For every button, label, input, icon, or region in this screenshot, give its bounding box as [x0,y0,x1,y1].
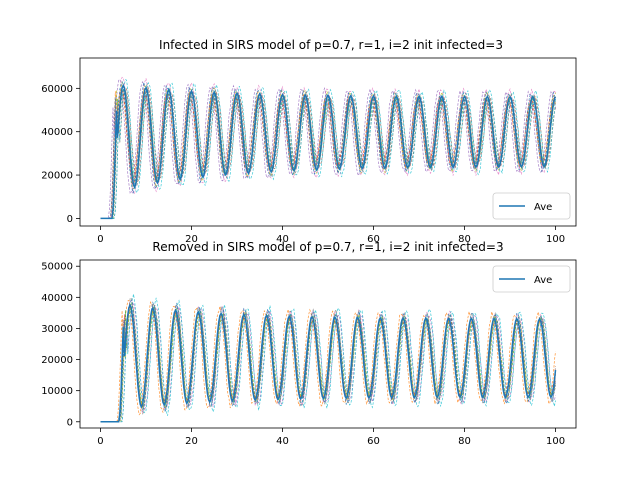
removed-plot-frame [79,259,577,429]
infected-chart: Infected in SIRS model of p=0.7, r=1, i=… [41,38,577,245]
y-tick-label: 50000 [41,262,73,273]
removed-axes: 0 20 40 60 80 100 0 10000 20000 30000 40000 50000 [41,262,565,447]
x-tick-label: 20 [185,436,198,447]
y-tick-label: 0 [67,214,73,225]
run-line [100,294,556,423]
removed-chart-title: Removed in SIRS model of p=0.7, r=1, i=2… [152,240,503,254]
removed-average-line [100,303,557,423]
infected-axes: 0 20 40 60 80 100 0 20000 40000 60000 [41,84,565,245]
x-tick-label: 0 [97,234,103,245]
infected-chart-title: Infected in SIRS model of p=0.7, r=1, i=… [159,38,503,52]
y-tick-label: 30000 [41,324,73,335]
y-tick-label: 60000 [41,84,73,95]
removed-legend-box [492,265,571,293]
infected-plot-frame [79,57,577,227]
infected-legend-label: Ave [534,202,552,213]
run-line [100,299,556,423]
y-tick-label: 10000 [41,386,73,397]
infected-run-lines [100,76,556,219]
x-tick-label: 20 [185,234,198,245]
x-tick-label: 60 [367,436,380,447]
removed-chart: Removed in SIRS model of p=0.7, r=1, i=2… [41,240,577,447]
run-line [100,299,556,423]
average-series-line [100,303,557,423]
removed-legend-label: Ave [534,275,552,286]
run-line [100,297,556,423]
x-tick-label: 40 [276,436,289,447]
y-tick-label: 20000 [41,355,73,366]
x-tick-label: 80 [458,436,471,447]
x-tick-label: 80 [458,234,471,245]
infected-legend: Ave [492,192,571,220]
y-tick-label: 40000 [41,293,73,304]
y-tick-label: 0 [67,417,73,428]
x-tick-label: 60 [367,234,380,245]
run-line [100,76,556,219]
run-line [100,299,556,423]
x-tick-label: 0 [97,436,103,447]
removed-run-lines [100,294,556,423]
infected-average-line [100,83,557,220]
x-tick-label: 40 [276,234,289,245]
run-line [100,80,556,219]
x-tick-label: 100 [546,234,565,245]
infected-legend-box [492,192,571,220]
average-series-line [100,83,557,220]
run-line [100,87,556,219]
x-tick-label: 100 [546,436,565,447]
y-tick-label: 20000 [41,171,73,182]
y-tick-label: 40000 [41,127,73,138]
removed-legend: Ave [492,265,571,293]
